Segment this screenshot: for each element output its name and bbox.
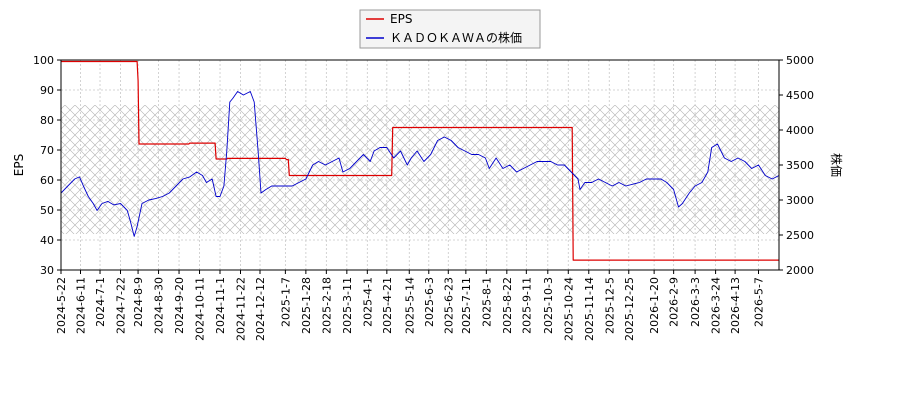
x-tick-label: 2025-10-3 — [542, 277, 555, 334]
y-right-tick-label: 4000 — [786, 124, 814, 137]
x-tick-label: 2025-1-7 — [279, 277, 292, 327]
x-tick-label: 2025-2-18 — [320, 277, 333, 334]
x-tick-label: 2024-6-11 — [75, 277, 88, 334]
x-tick-label: 2026-3-3 — [689, 277, 702, 327]
x-tick-label: 2026-1-20 — [648, 277, 661, 334]
y-axis-left-title: EPS — [12, 154, 26, 176]
y-left-tick-label: 50 — [40, 204, 54, 217]
x-tick-label: 2025-5-14 — [403, 277, 416, 334]
y-left-tick-label: 100 — [33, 54, 54, 67]
x-tick-label: 2024-8-30 — [153, 277, 166, 334]
y-right-tick-label: 2000 — [786, 264, 814, 277]
x-tick-label: 2025-12-25 — [623, 277, 636, 341]
x-tick-label: 2025-4-1 — [361, 277, 374, 327]
x-tick-label: 2024-10-11 — [194, 277, 207, 341]
x-tick-label: 2025-12-5 — [603, 277, 616, 334]
x-tick-label: 2025-9-11 — [520, 277, 533, 334]
x-tick-label: 2025-6-23 — [442, 277, 455, 334]
y-right-tick-label: 4500 — [786, 89, 814, 102]
y-left-tick-label: 90 — [40, 84, 54, 97]
x-tick-label: 2025-10-24 — [562, 277, 575, 341]
x-tick-label: 2024-11-1 — [214, 277, 227, 334]
x-tick-label: 2026-4-13 — [729, 277, 742, 334]
x-tick-label: 2024-8-9 — [132, 277, 145, 327]
stock-price-series-line — [61, 91, 779, 237]
x-tick-label: 2024-9-20 — [173, 277, 186, 334]
y-right-tick-label: 3500 — [786, 159, 814, 172]
x-tick-label: 2024-7-22 — [115, 277, 128, 334]
x-tick-label: 2026-3-24 — [710, 277, 723, 334]
hatched-band — [61, 105, 779, 234]
x-tick-label: 2025-4-21 — [381, 277, 394, 334]
x-tick-label: 2026-2-9 — [668, 277, 681, 327]
legend: EPS ＫＡＤＯＫＡＷＡの株価 — [359, 9, 541, 49]
x-tick-label: 2025-8-1 — [480, 277, 493, 327]
eps-series-line — [61, 60, 779, 261]
x-tick-label: 2025-11-14 — [583, 277, 596, 341]
y-left-tick-label: 60 — [40, 174, 54, 187]
legend-price-label: ＫＡＤＯＫＡＷＡの株価 — [390, 30, 522, 45]
legend-box — [359, 9, 541, 49]
x-tick-label: 2024-5-22 — [55, 277, 68, 334]
legend-eps-label: EPS — [390, 12, 412, 26]
y-right-tick-label: 5000 — [786, 54, 814, 67]
x-tick-label: 2024-11-22 — [235, 277, 248, 341]
x-tick-label: 2025-8-22 — [501, 277, 514, 334]
y-left-tick-label: 70 — [40, 144, 54, 157]
x-tick-label: 2025-6-3 — [423, 277, 436, 327]
y-right-tick-label: 2500 — [786, 229, 814, 242]
x-tick-label: 2026-5-7 — [753, 277, 766, 327]
y-left-tick-label: 30 — [40, 264, 54, 277]
y-right-tick-label: 3000 — [786, 194, 814, 207]
x-tick-label: 2025-3-11 — [341, 277, 354, 334]
y-left-tick-label: 40 — [40, 234, 54, 247]
y-left-tick-label: 80 — [40, 114, 54, 127]
x-tick-label: 2024-12-12 — [254, 277, 267, 341]
x-tick-label: 2025-7-11 — [460, 277, 473, 334]
y-axis-right-title: 株価 — [829, 153, 844, 177]
x-tick-label: 2024-7-1 — [94, 277, 107, 327]
x-tick-label: 2025-1-28 — [300, 277, 313, 334]
